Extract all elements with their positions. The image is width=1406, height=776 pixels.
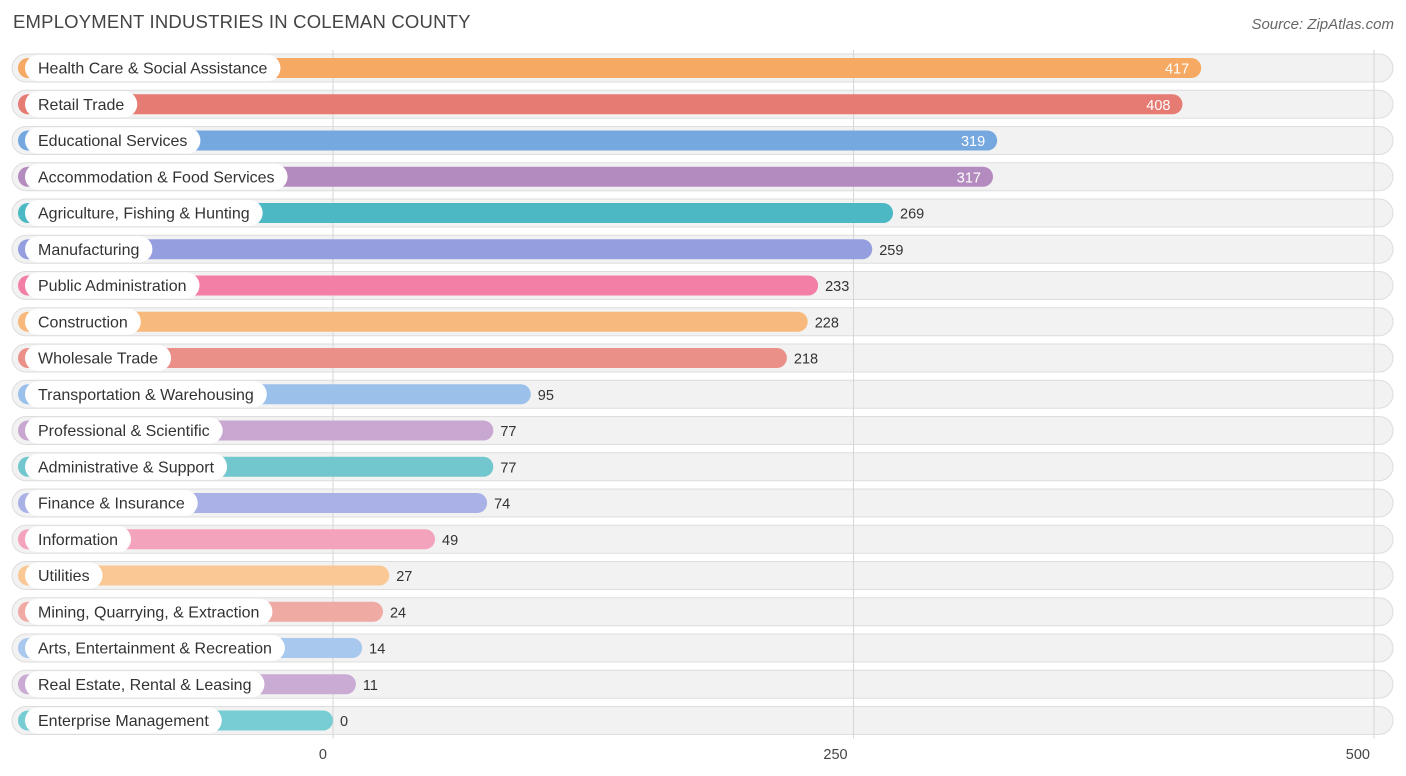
value-label: 0 (340, 714, 348, 730)
row-background (11, 706, 1394, 735)
value-label: 417 (1165, 62, 1189, 78)
x-tick-label: 500 (1346, 747, 1370, 763)
value-label: 74 (494, 497, 510, 513)
value-label: 259 (879, 243, 903, 259)
category-label: Mining, Quarrying, & Extraction (38, 604, 259, 621)
category-label: Arts, Entertainment & Recreation (38, 641, 272, 658)
value-label: 218 (794, 352, 818, 368)
category-label: Agriculture, Fishing & Hunting (38, 206, 250, 223)
category-label: Retail Trade (38, 97, 124, 114)
category-label-background (25, 707, 222, 734)
category-label-background (25, 381, 267, 408)
value-label: 24 (390, 605, 406, 621)
category-label-background (25, 163, 288, 190)
value-label: 77 (500, 424, 516, 440)
category-label: Enterprise Management (38, 713, 209, 730)
value-label: 269 (900, 207, 924, 223)
category-label-background (25, 345, 172, 371)
bar (18, 94, 1183, 115)
source-note: Source: ZipAtlas.com (1251, 16, 1394, 33)
value-label: 408 (1146, 98, 1170, 114)
category-label: Utilities (38, 568, 90, 585)
category-label-background (25, 272, 200, 299)
category-label: Wholesale Trade (38, 351, 158, 368)
category-label: Administrative & Support (38, 459, 215, 476)
category-label-background (25, 490, 198, 516)
category-label-background (25, 598, 273, 625)
category-label-background (25, 200, 263, 226)
category-label-background (25, 562, 103, 589)
chart-title: EMPLOYMENT INDUSTRIES IN COLEMAN COUNTY (13, 11, 471, 32)
category-label-background (25, 417, 223, 444)
category-label: Finance & Insurance (38, 496, 185, 513)
x-tick-label: 250 (823, 747, 847, 763)
category-label: Public Administration (38, 278, 187, 295)
category-label-background (25, 671, 265, 698)
value-label: 95 (538, 388, 554, 404)
category-label: Information (38, 532, 118, 549)
category-label-background (25, 526, 132, 553)
category-label-background (25, 453, 228, 480)
value-label: 49 (442, 533, 458, 549)
category-label-background (25, 308, 141, 335)
bar (18, 239, 873, 260)
value-label: 228 (815, 315, 839, 331)
value-label: 27 (396, 569, 412, 585)
bar (18, 130, 998, 151)
category-label: Professional & Scientific (38, 423, 210, 440)
value-label: 77 (500, 460, 516, 476)
value-label: 14 (369, 642, 385, 658)
value-label: 233 (825, 279, 849, 295)
row-background (11, 669, 1394, 699)
category-label: Manufacturing (38, 242, 139, 259)
bar (18, 275, 819, 296)
value-label: 319 (961, 134, 985, 150)
bar (18, 58, 1202, 78)
bar (18, 311, 808, 332)
category-label-background (25, 236, 153, 263)
category-label: Accommodation & Food Services (38, 169, 275, 186)
category-label: Health Care & Social Assistance (38, 61, 268, 78)
category-label: Construction (38, 314, 128, 331)
bar (18, 348, 787, 368)
category-label-background (25, 127, 201, 154)
category-label-background (25, 55, 281, 81)
value-label: 11 (363, 678, 378, 694)
category-label: Real Estate, Rental & Leasing (38, 677, 251, 694)
category-label-background (25, 635, 285, 661)
category-label: Educational Services (38, 133, 187, 150)
category-label: Transportation & Warehousing (38, 387, 254, 404)
bar (18, 565, 390, 586)
x-tick-label: 0 (319, 747, 327, 763)
category-label-background (25, 91, 138, 118)
value-label: 317 (957, 170, 981, 186)
